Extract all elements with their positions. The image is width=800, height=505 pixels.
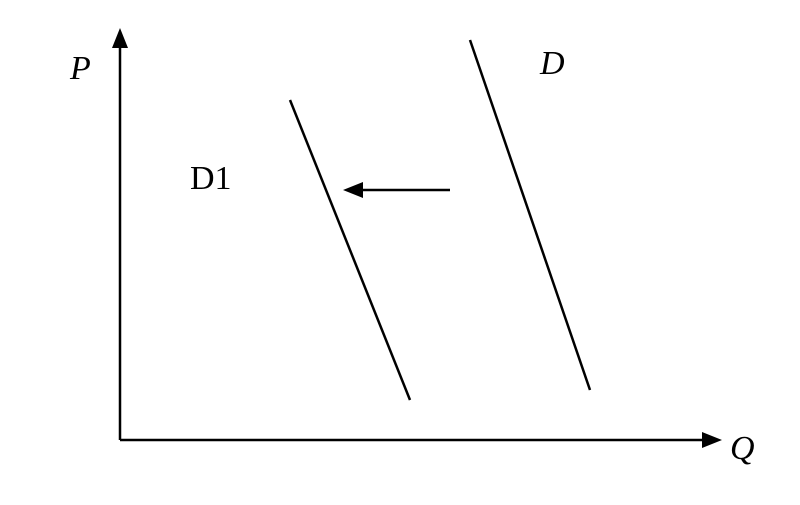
x-axis-label: Q: [730, 430, 755, 468]
curve-d-label: D: [540, 45, 565, 83]
curve-d1-label: D1: [190, 160, 232, 198]
shift-arrow-head: [343, 182, 363, 198]
y-axis-arrowhead: [112, 28, 128, 48]
x-axis-arrowhead: [702, 432, 722, 448]
demand-shift-diagram: P Q D D1: [0, 0, 800, 500]
chart-svg: [0, 0, 800, 500]
y-axis-label: P: [70, 50, 91, 88]
demand-curve-d: [470, 40, 590, 390]
demand-curve-d1: [290, 100, 410, 400]
